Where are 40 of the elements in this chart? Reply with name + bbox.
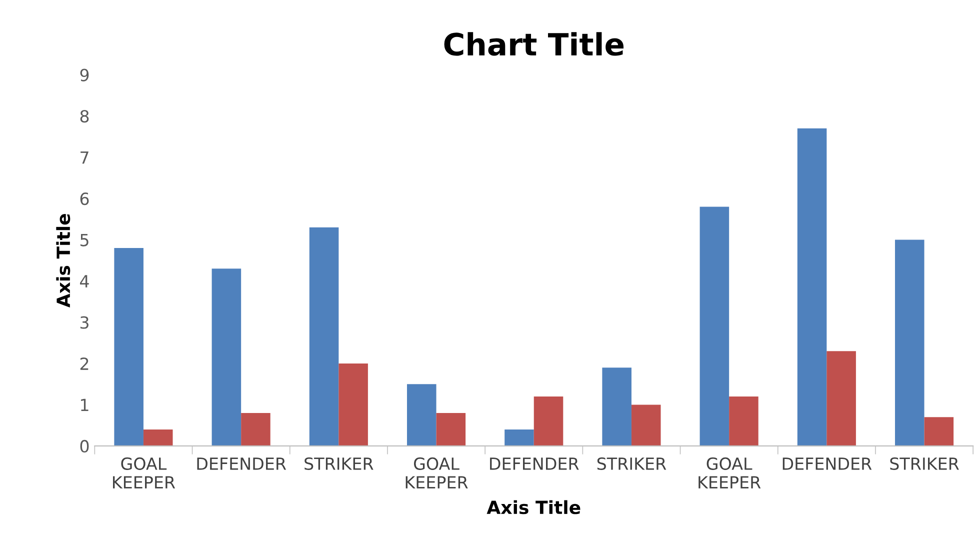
- x-tick-label: STRIKER: [304, 457, 374, 470]
- y-axis-title: Axis Title: [56, 214, 70, 308]
- x-tick-label: GOAL KEEPER: [113, 457, 176, 488]
- y-tick-label: 1: [81, 398, 88, 412]
- y-tick-label: 5: [80, 234, 88, 246]
- bar: [212, 268, 242, 446]
- x-tick-label: GOAL KEEPER: [406, 457, 468, 488]
- y-tick-label: 7: [80, 151, 88, 164]
- bar: [436, 412, 466, 446]
- y-tick-label: 4: [80, 275, 89, 288]
- bar: [797, 128, 827, 446]
- x-tick-label: STRIKER: [890, 457, 959, 470]
- bar: [114, 248, 144, 446]
- x-tick-label: DEFENDER: [782, 458, 872, 470]
- bar: [338, 363, 368, 446]
- bar: [241, 412, 270, 446]
- bar: [602, 368, 632, 446]
- x-tick-label: STRIKER: [597, 457, 666, 470]
- x-tick-label: DEFENDER: [490, 458, 579, 470]
- y-tick-label: 3: [80, 316, 88, 329]
- bar: [309, 227, 339, 446]
- bar: [631, 404, 661, 446]
- bar: [826, 351, 856, 446]
- bar: [729, 396, 758, 446]
- bar: [924, 417, 954, 446]
- y-tick-label: 0: [80, 440, 89, 453]
- bar: [504, 429, 534, 446]
- bar: [406, 384, 436, 446]
- x-tick-label: DEFENDER: [197, 458, 286, 470]
- bar: [894, 240, 924, 446]
- y-tick-label: 8: [80, 110, 89, 123]
- chart-title: Chart Title: [444, 32, 624, 56]
- bar: [700, 206, 730, 446]
- bar: [143, 429, 173, 446]
- bar: [534, 396, 564, 446]
- x-axis-title: Axis Title: [486, 500, 580, 514]
- y-tick-label: 9: [80, 68, 89, 82]
- y-tick-label: 6: [80, 192, 89, 206]
- y-tick-label: 2: [80, 357, 88, 370]
- x-tick-label: GOAL KEEPER: [698, 457, 761, 488]
